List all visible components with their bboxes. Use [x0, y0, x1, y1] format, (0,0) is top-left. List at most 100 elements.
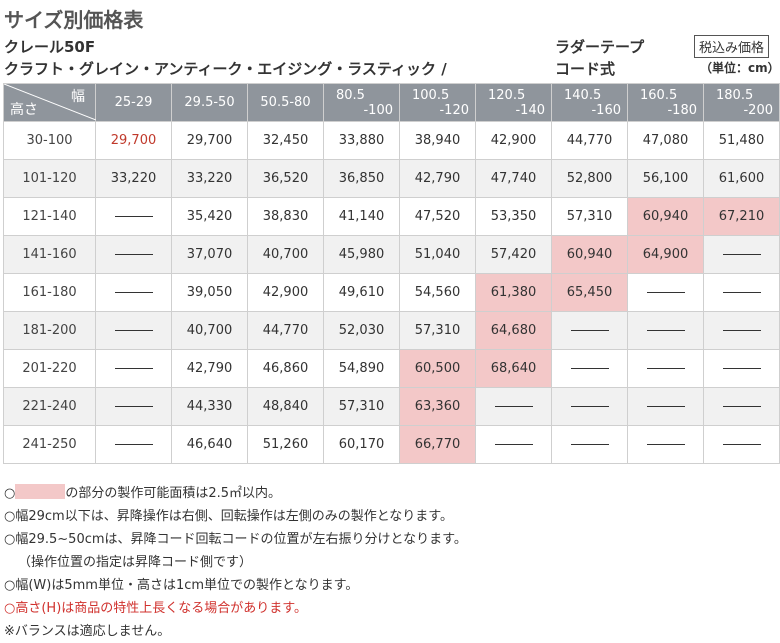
- table-row: 101-120 33,220 33,220 36,520 36,850 42,790 47,…: [3, 159, 780, 198]
- table-row: 161-180 39,050 42,900 49,610 54,560 61,380 65,…: [3, 273, 780, 312]
- price-cell: 33,220: [95, 159, 172, 198]
- unavailable-dash: [570, 406, 609, 407]
- height-row-header: 141-160: [3, 235, 96, 274]
- note-area-limit: ○ の部分の製作可能面積は2.5㎡以内。: [4, 484, 282, 501]
- price-cell: [703, 273, 780, 312]
- price-cell: [627, 311, 704, 350]
- price-cell: 61,380: [475, 273, 552, 312]
- price-cell: 38,830: [247, 197, 324, 236]
- width-column-header: 180.5 -200: [703, 83, 780, 122]
- width-column-header: 120.5 -140: [475, 83, 552, 122]
- width-column-header: 80.5 -100: [323, 83, 400, 122]
- price-cell: 56,100: [627, 159, 704, 198]
- height-row-header: 221-240: [3, 387, 96, 426]
- tax-included-badge: 税込み価格: [694, 35, 770, 58]
- table-row: 181-200 40,700 44,770 52,030 57,310 64,680: [3, 311, 780, 350]
- price-cell: 44,770: [247, 311, 324, 350]
- price-cell: 47,740: [475, 159, 552, 198]
- price-cell: 44,330: [171, 387, 248, 426]
- price-cell: [627, 349, 704, 388]
- unavailable-dash: [494, 444, 533, 445]
- price-cell: [95, 273, 172, 312]
- page-title: サイズ別価格表: [4, 8, 144, 32]
- price-cell: 29,700: [171, 121, 248, 160]
- price-cell: 38,940: [399, 121, 476, 160]
- width-column-header: 160.5 -180: [627, 83, 704, 122]
- unavailable-dash: [114, 406, 153, 407]
- price-cell: 64,680: [475, 311, 552, 350]
- price-cell: 61,600: [703, 159, 780, 198]
- price-cell: [627, 425, 704, 464]
- unavailable-dash: [722, 406, 761, 407]
- unavailable-dash: [646, 292, 685, 293]
- price-cell: 60,500: [399, 349, 476, 388]
- price-cell: 40,700: [171, 311, 248, 350]
- price-cell: 51,480: [703, 121, 780, 160]
- price-cell: [551, 311, 628, 350]
- price-cell: 66,770: [399, 425, 476, 464]
- height-row-header: 30-100: [3, 121, 96, 160]
- height-row-header: 101-120: [3, 159, 96, 198]
- table-row: 241-250 46,640 51,260 60,170 66,770: [3, 425, 780, 464]
- price-cell: 45,980: [323, 235, 400, 274]
- price-cell: [95, 311, 172, 350]
- unavailable-dash: [570, 330, 609, 331]
- height-axis-label: 高さ: [10, 102, 38, 118]
- price-cell: 53,350: [475, 197, 552, 236]
- height-row-header: 121-140: [3, 197, 96, 236]
- price-cell: [703, 425, 780, 464]
- height-row-header: 241-250: [3, 425, 96, 464]
- price-cell: [475, 387, 552, 426]
- price-cell: 63,360: [399, 387, 476, 426]
- price-cell: 41,140: [323, 197, 400, 236]
- unavailable-dash: [114, 292, 153, 293]
- table-row: 121-140 35,420 38,830 41,140 47,520 53,350 57,…: [3, 197, 780, 236]
- price-cell: 33,880: [323, 121, 400, 160]
- price-cell: 33,220: [171, 159, 248, 198]
- table-row: 221-240 44,330 48,840 57,310 63,360: [3, 387, 780, 426]
- price-cell: 47,080: [627, 121, 704, 160]
- unavailable-dash: [570, 444, 609, 445]
- price-cell: 54,560: [399, 273, 476, 312]
- corner-diagonal: [4, 84, 96, 120]
- price-cell: [551, 387, 628, 426]
- unavailable-dash: [494, 406, 533, 407]
- price-cell: [95, 197, 172, 236]
- unavailable-dash: [722, 330, 761, 331]
- product-model: クレール50F: [4, 38, 96, 56]
- price-cell: 51,040: [399, 235, 476, 274]
- price-cell: [95, 425, 172, 464]
- price-cell: 67,210: [703, 197, 780, 236]
- price-cell: 36,850: [323, 159, 400, 198]
- price-cell: [95, 349, 172, 388]
- price-cell: 51,260: [247, 425, 324, 464]
- operation-type: ラダーテープ コード式: [555, 36, 644, 80]
- unavailable-dash: [646, 368, 685, 369]
- height-row-header: 201-220: [3, 349, 96, 388]
- price-cell: 65,450: [551, 273, 628, 312]
- unavailable-dash: [114, 444, 153, 445]
- unavailable-dash: [722, 368, 761, 369]
- unavailable-dash: [114, 254, 153, 255]
- price-cell: 48,840: [247, 387, 324, 426]
- price-cell: 52,800: [551, 159, 628, 198]
- unavailable-dash: [570, 368, 609, 369]
- width-column-header: 50.5-80: [247, 83, 324, 122]
- price-cell: [703, 235, 780, 274]
- price-cell: 60,170: [323, 425, 400, 464]
- price-cell: 64,900: [627, 235, 704, 274]
- unavailable-dash: [646, 406, 685, 407]
- note-cord-position: ○幅29.5~50cmは、昇降コード回転コードの位置が左右振り分けとなります。: [4, 532, 467, 547]
- price-cell: 57,310: [399, 311, 476, 350]
- price-cell: 54,890: [323, 349, 400, 388]
- note-operation-side: （操作位置の指定は昇降コード側です）: [18, 555, 253, 570]
- width-column-header: 25-29: [95, 83, 172, 122]
- unavailable-dash: [646, 444, 685, 445]
- price-cell: 37,070: [171, 235, 248, 274]
- price-cell: 32,450: [247, 121, 324, 160]
- price-cell: 42,900: [247, 273, 324, 312]
- price-cell: 42,790: [171, 349, 248, 388]
- table-row: 201-220 42,790 46,860 54,890 60,500 68,640: [3, 349, 780, 388]
- price-cell: [703, 349, 780, 388]
- price-table: 幅 高さ 25-29 29.5-50 50.5-80 80.5 -100 100.5 -12…: [3, 83, 780, 464]
